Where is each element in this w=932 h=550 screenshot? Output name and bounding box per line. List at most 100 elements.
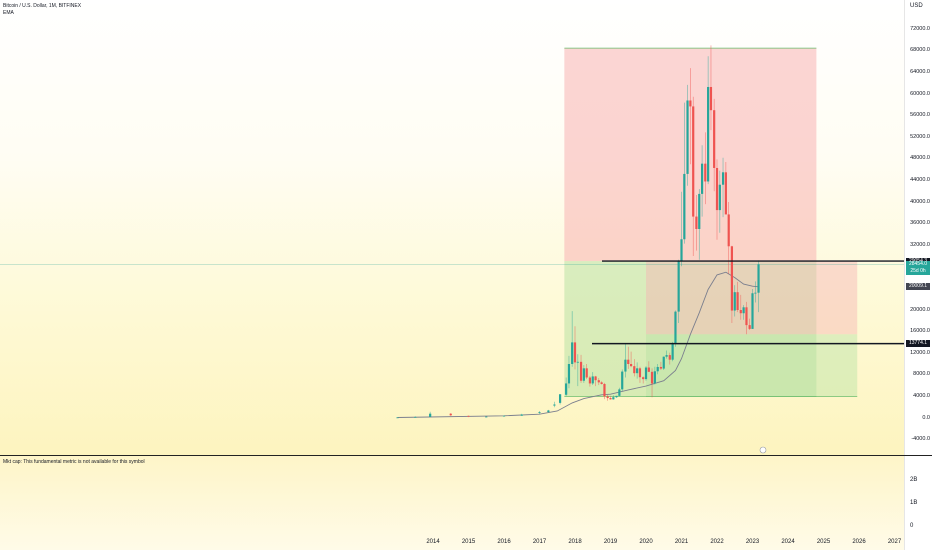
bearish-candle bbox=[606, 396, 609, 399]
bearish-candle bbox=[603, 383, 606, 397]
price-tick-label: 36000.0 bbox=[910, 220, 930, 227]
bullish-candle bbox=[553, 404, 556, 406]
bullish-candle bbox=[502, 415, 506, 417]
bearish-candle bbox=[715, 167, 719, 211]
bearish-candle bbox=[633, 366, 636, 374]
bullish-candle bbox=[674, 311, 677, 344]
bullish-candle bbox=[754, 292, 757, 294]
level-price-tag[interactable]: 13774.1 bbox=[906, 340, 930, 348]
bullish-candle bbox=[721, 172, 725, 185]
bearish-candle bbox=[736, 292, 739, 310]
price-tick-label: 16000.0 bbox=[910, 328, 930, 335]
price-tick-label: 64000.0 bbox=[910, 68, 930, 75]
bullish-candle bbox=[665, 355, 668, 357]
year-tick-label: 2015 bbox=[461, 539, 476, 545]
bearish-candle bbox=[600, 382, 603, 384]
bullish-candle bbox=[680, 239, 683, 262]
bearish-candle bbox=[730, 246, 734, 311]
bullish-candle bbox=[567, 364, 571, 384]
year-tick-label: 2026 bbox=[852, 539, 866, 545]
bullish-candle bbox=[618, 389, 621, 396]
price-tick-label: 68000.0 bbox=[910, 47, 930, 54]
bullish-candle bbox=[624, 359, 627, 372]
price-tick-label: -4000.0 bbox=[911, 436, 930, 443]
bullish-candle bbox=[571, 342, 574, 364]
bullish-candle bbox=[656, 366, 659, 372]
bearish-candle bbox=[609, 398, 612, 400]
bullish-candle bbox=[662, 356, 665, 369]
bearish-candle bbox=[689, 100, 692, 107]
symbol-title[interactable]: Bitcoin / U.S. Dollar, 1M, BITFINEX bbox=[3, 3, 82, 9]
bullish-candle bbox=[429, 413, 432, 417]
bearish-candle bbox=[727, 214, 730, 247]
price-tick-label: 8000.0 bbox=[913, 371, 930, 378]
price-tick-label: 0.0 bbox=[922, 414, 930, 421]
bullish-candle bbox=[547, 410, 550, 413]
price-tick-label: 72000.0 bbox=[910, 25, 930, 32]
bearish-candle bbox=[585, 368, 588, 378]
bearish-candle bbox=[650, 371, 654, 384]
last-price-tag[interactable]: 28454.0 bbox=[906, 260, 930, 268]
bearish-candle bbox=[467, 415, 470, 417]
market-cap-pane[interactable] bbox=[0, 456, 904, 550]
bullish-candle bbox=[576, 361, 579, 363]
bullish-candle bbox=[686, 100, 689, 174]
bullish-candle bbox=[653, 371, 656, 384]
year-tick-label: 2014 bbox=[426, 539, 440, 545]
price-tick-label: 60000.0 bbox=[910, 90, 930, 97]
bullish-candle bbox=[683, 173, 686, 240]
bearish-candle bbox=[597, 380, 600, 383]
price-tick-label: 44000.0 bbox=[910, 176, 930, 183]
bullish-candle bbox=[698, 193, 701, 229]
price-tick-label: 52000.0 bbox=[910, 133, 930, 140]
bullish-candle bbox=[700, 163, 704, 194]
market-cap-tick: 0 bbox=[910, 523, 914, 529]
bullish-candle bbox=[612, 397, 615, 400]
price-tick-label: 40000.0 bbox=[910, 198, 930, 205]
year-tick-label: 2025 bbox=[816, 539, 831, 545]
bearish-candle bbox=[573, 342, 577, 363]
bullish-candle bbox=[677, 261, 680, 312]
event-marker-icon bbox=[759, 446, 767, 454]
price-tick-label: 12000.0 bbox=[910, 349, 930, 356]
bullish-candle bbox=[414, 416, 417, 418]
price-tick-label: 20000.0 bbox=[910, 306, 930, 313]
bullish-candle bbox=[396, 417, 399, 419]
bearish-candle bbox=[739, 310, 742, 314]
bearish-candle bbox=[713, 110, 716, 168]
bearish-candle bbox=[659, 366, 663, 369]
bullish-candle bbox=[485, 416, 488, 418]
take-profit-zone bbox=[646, 334, 858, 397]
market-cap-tick: 2B bbox=[910, 477, 918, 483]
year-tick-label: 2017 bbox=[532, 539, 547, 545]
price-tick-label: 56000.0 bbox=[910, 112, 930, 119]
bearish-candle bbox=[579, 361, 583, 381]
bullish-candle bbox=[751, 293, 754, 329]
market-cap-axis[interactable] bbox=[904, 456, 932, 550]
price-tick-label: 48000.0 bbox=[910, 155, 930, 162]
bearish-candle bbox=[642, 377, 645, 380]
pane-divider[interactable] bbox=[0, 455, 932, 456]
price-axis[interactable] bbox=[904, 0, 932, 455]
bullish-candle bbox=[582, 368, 585, 381]
bullish-candle bbox=[520, 414, 523, 416]
year-tick-label: 2027 bbox=[887, 539, 902, 545]
bullish-candle bbox=[757, 264, 760, 293]
ema-price-tag[interactable]: 20009.1 bbox=[906, 283, 930, 291]
year-tick-label: 2016 bbox=[497, 539, 511, 545]
bullish-candle bbox=[558, 394, 562, 403]
ema-indicator-label[interactable]: EMA bbox=[3, 10, 14, 16]
bearish-candle bbox=[629, 364, 633, 367]
year-tick-label: 2020 bbox=[639, 539, 653, 545]
bearish-candle bbox=[704, 163, 707, 182]
bullish-candle bbox=[707, 86, 710, 182]
price-tick-label: 32000.0 bbox=[910, 241, 930, 248]
year-tick-label: 2024 bbox=[781, 539, 795, 545]
bullish-candle bbox=[565, 383, 568, 395]
bearish-candle bbox=[647, 367, 650, 372]
year-tick-label: 2022 bbox=[710, 539, 724, 545]
bullish-candle bbox=[671, 343, 674, 360]
bearish-candle bbox=[709, 86, 713, 111]
countdown-price-tag[interactable]: 25d 0h bbox=[906, 267, 930, 275]
